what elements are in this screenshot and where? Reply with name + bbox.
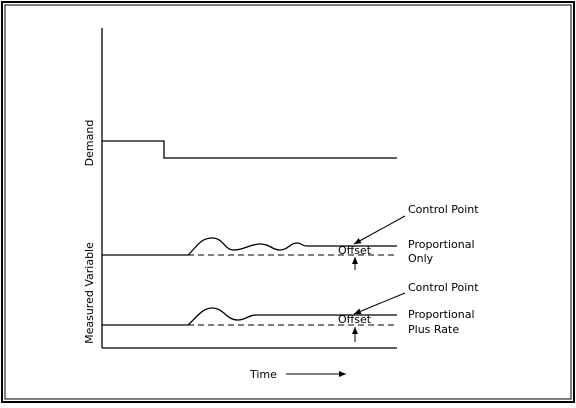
demand-step-line: [102, 140, 397, 159]
control-point-label-1: Control Point: [408, 203, 479, 216]
curve-label-2-line1: Proportional: [408, 308, 475, 321]
measured-variable-axis-label: Measured Variable: [83, 242, 96, 344]
curve-label-2-line2: Plus Rate: [408, 323, 459, 336]
time-axis-label: Time: [249, 368, 277, 381]
response-curve-proportional-only: [187, 237, 397, 256]
curve-label-1-line2: Only: [408, 252, 434, 265]
control-point-leader-1: [353, 215, 406, 245]
control-point-label-2: Control Point: [408, 281, 479, 294]
demand-axis-label: Demand: [83, 120, 96, 167]
control-point-leader-2: [353, 292, 406, 315]
frame-inner: [4, 4, 572, 400]
response-curve-proportional-plus-rate: [187, 307, 397, 326]
offset-label-2: Offset: [338, 313, 372, 326]
offset-label-1: Offset: [338, 244, 372, 257]
curve-label-1-line1: Proportional: [408, 238, 475, 251]
